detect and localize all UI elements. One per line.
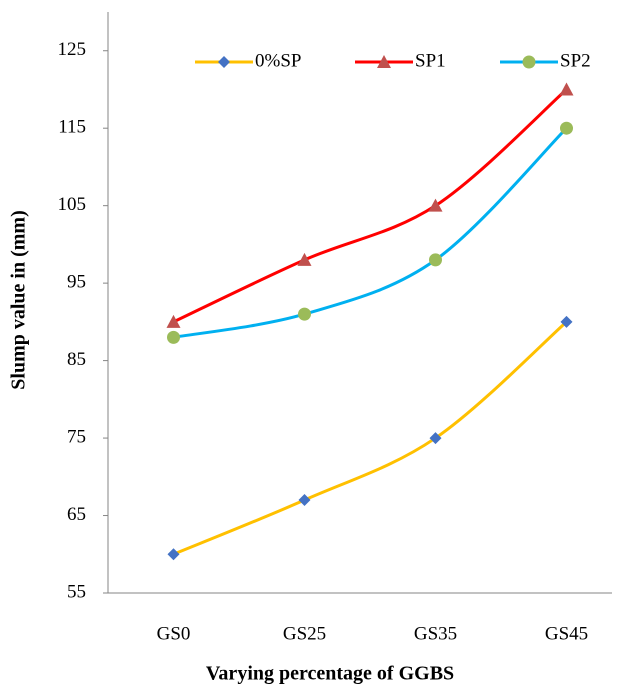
x-tick-label: GS45 xyxy=(545,623,588,644)
x-tick-label: GS0 xyxy=(157,623,191,644)
series-line xyxy=(173,127,568,339)
x-axis-title: Varying percentage of GGBS xyxy=(206,663,454,685)
data-point xyxy=(428,198,443,212)
data-point xyxy=(166,314,181,328)
data-point xyxy=(559,82,574,96)
y-tick-label: 85 xyxy=(67,349,86,370)
series-line xyxy=(172,320,568,556)
series-line xyxy=(172,88,568,324)
y-axis-title: Slump value in (mm) xyxy=(8,210,30,389)
legend-marker xyxy=(218,56,230,68)
y-tick-label: 75 xyxy=(67,426,86,447)
data-point xyxy=(298,494,311,507)
y-tick-label: 55 xyxy=(67,581,86,602)
legend-label: SP2 xyxy=(560,50,591,71)
x-tick-label: GS35 xyxy=(414,623,457,644)
legend-label: 0%SP xyxy=(255,50,301,71)
data-point xyxy=(560,315,573,328)
data-point xyxy=(167,548,180,561)
y-tick-label: 105 xyxy=(58,194,87,215)
legend-label: SP1 xyxy=(415,50,446,71)
y-tick-label: 115 xyxy=(58,117,86,138)
x-tick-label: GS25 xyxy=(283,623,326,644)
data-point xyxy=(167,330,180,344)
data-point xyxy=(298,307,311,321)
legend-marker xyxy=(377,55,391,68)
y-tick-label: 95 xyxy=(67,271,86,292)
y-tick-label: 125 xyxy=(58,39,87,60)
data-point xyxy=(429,253,442,267)
legend-marker xyxy=(522,55,536,69)
data-point xyxy=(560,121,573,135)
data-point xyxy=(429,432,442,445)
data-point xyxy=(297,252,312,266)
y-tick-label: 65 xyxy=(67,504,86,525)
